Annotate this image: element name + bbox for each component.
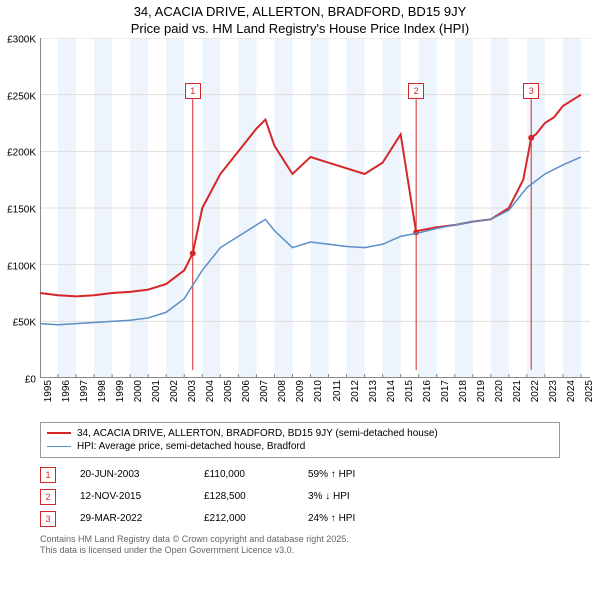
transactions-table: 1 20-JUN-2003 £110,000 59% ↑ HPI 2 12-NOV-201… <box>40 464 560 530</box>
x-tick-label: 2018 <box>458 380 469 402</box>
chart-title: 34, ACACIA DRIVE, ALLERTON, BRADFORD, BD… <box>0 0 600 38</box>
x-tick-label: 1997 <box>79 380 90 402</box>
transaction-price: £128,500 <box>204 491 284 502</box>
transaction-marker: 1 <box>40 467 56 483</box>
y-tick-label: £250K <box>7 91 36 102</box>
x-tick-label: 2014 <box>386 380 397 402</box>
x-tick-label: 2005 <box>223 380 234 402</box>
transaction-row: 3 29-MAR-2022 £212,000 24% ↑ HPI <box>40 508 560 530</box>
x-tick-label: 2009 <box>295 380 306 402</box>
transaction-date: 12-NOV-2015 <box>80 491 180 502</box>
transaction-marker: 3 <box>40 511 56 527</box>
transaction-date: 20-JUN-2003 <box>80 469 180 480</box>
transaction-price: £212,000 <box>204 513 284 524</box>
footer-line-1: Contains HM Land Registry data © Crown c… <box>40 534 349 544</box>
x-tick-label: 2024 <box>566 380 577 402</box>
x-tick-label: 2020 <box>494 380 505 402</box>
transaction-hpi: 59% ↑ HPI <box>308 469 398 480</box>
x-tick-label: 2025 <box>584 380 595 402</box>
legend-item: 34, ACACIA DRIVE, ALLERTON, BRADFORD, BD… <box>47 427 553 440</box>
x-tick-label: 1999 <box>115 380 126 402</box>
transaction-date: 29-MAR-2022 <box>80 513 180 524</box>
chart-container: 34, ACACIA DRIVE, ALLERTON, BRADFORD, BD… <box>0 0 600 557</box>
x-tick-label: 2015 <box>404 380 415 402</box>
x-tick-label: 2023 <box>548 380 559 402</box>
x-tick-label: 2004 <box>205 380 216 402</box>
x-tick-label: 2013 <box>368 380 379 402</box>
legend-label: 34, ACACIA DRIVE, ALLERTON, BRADFORD, BD… <box>77 428 438 439</box>
y-tick-label: £200K <box>7 148 36 159</box>
x-tick-label: 2011 <box>332 380 343 402</box>
x-axis-labels: 1995 1996 1997 1998 1999 2000 2001 2002 2003 2004… <box>40 378 590 418</box>
y-tick-label: £100K <box>7 261 36 272</box>
footer-line-2: This data is licensed under the Open Gov… <box>40 545 294 555</box>
plot-area: 1 2 3 <box>40 38 590 378</box>
x-tick-label: 2002 <box>169 380 180 402</box>
chart-marker-2: 2 <box>408 83 424 99</box>
x-tick-label: 1996 <box>61 380 72 402</box>
x-tick-label: 2007 <box>259 380 270 402</box>
x-tick-label: 2001 <box>151 380 162 402</box>
y-tick-label: £0 <box>25 375 36 386</box>
x-tick-label: 2019 <box>476 380 487 402</box>
footer: Contains HM Land Registry data © Crown c… <box>40 534 560 557</box>
transaction-price: £110,000 <box>204 469 284 480</box>
x-tick-label: 2016 <box>422 380 433 402</box>
x-tick-label: 2008 <box>277 380 288 402</box>
y-axis-labels: £0£50K£100K£150K£200K£250K£300K <box>0 40 40 380</box>
chart-marker-1: 1 <box>185 83 201 99</box>
legend-swatch <box>47 446 71 447</box>
y-tick-label: £150K <box>7 205 36 216</box>
legend-item: HPI: Average price, semi-detached house,… <box>47 440 553 453</box>
x-tick-label: 2012 <box>350 380 361 402</box>
title-line-1: 34, ACACIA DRIVE, ALLERTON, BRADFORD, BD… <box>134 4 467 19</box>
x-tick-label: 2003 <box>187 380 198 402</box>
legend-swatch <box>47 432 71 434</box>
title-line-2: Price paid vs. HM Land Registry's House … <box>131 21 469 36</box>
x-tick-label: 2006 <box>241 380 252 402</box>
transaction-row: 1 20-JUN-2003 £110,000 59% ↑ HPI <box>40 464 560 486</box>
x-tick-label: 2021 <box>512 380 523 402</box>
x-tick-label: 2017 <box>440 380 451 402</box>
x-tick-label: 1998 <box>97 380 108 402</box>
y-tick-label: £300K <box>7 35 36 46</box>
transaction-hpi: 3% ↓ HPI <box>308 491 398 502</box>
legend: 34, ACACIA DRIVE, ALLERTON, BRADFORD, BD… <box>40 422 560 458</box>
x-tick-label: 2010 <box>313 380 324 402</box>
legend-label: HPI: Average price, semi-detached house,… <box>77 441 305 452</box>
x-tick-label: 2022 <box>530 380 541 402</box>
y-tick-label: £50K <box>13 318 36 329</box>
x-tick-label: 2000 <box>133 380 144 402</box>
x-tick-label: 1995 <box>43 380 54 402</box>
transaction-marker: 2 <box>40 489 56 505</box>
transaction-row: 2 12-NOV-2015 £128,500 3% ↓ HPI <box>40 486 560 508</box>
chart-marker-3: 3 <box>523 83 539 99</box>
transaction-hpi: 24% ↑ HPI <box>308 513 398 524</box>
